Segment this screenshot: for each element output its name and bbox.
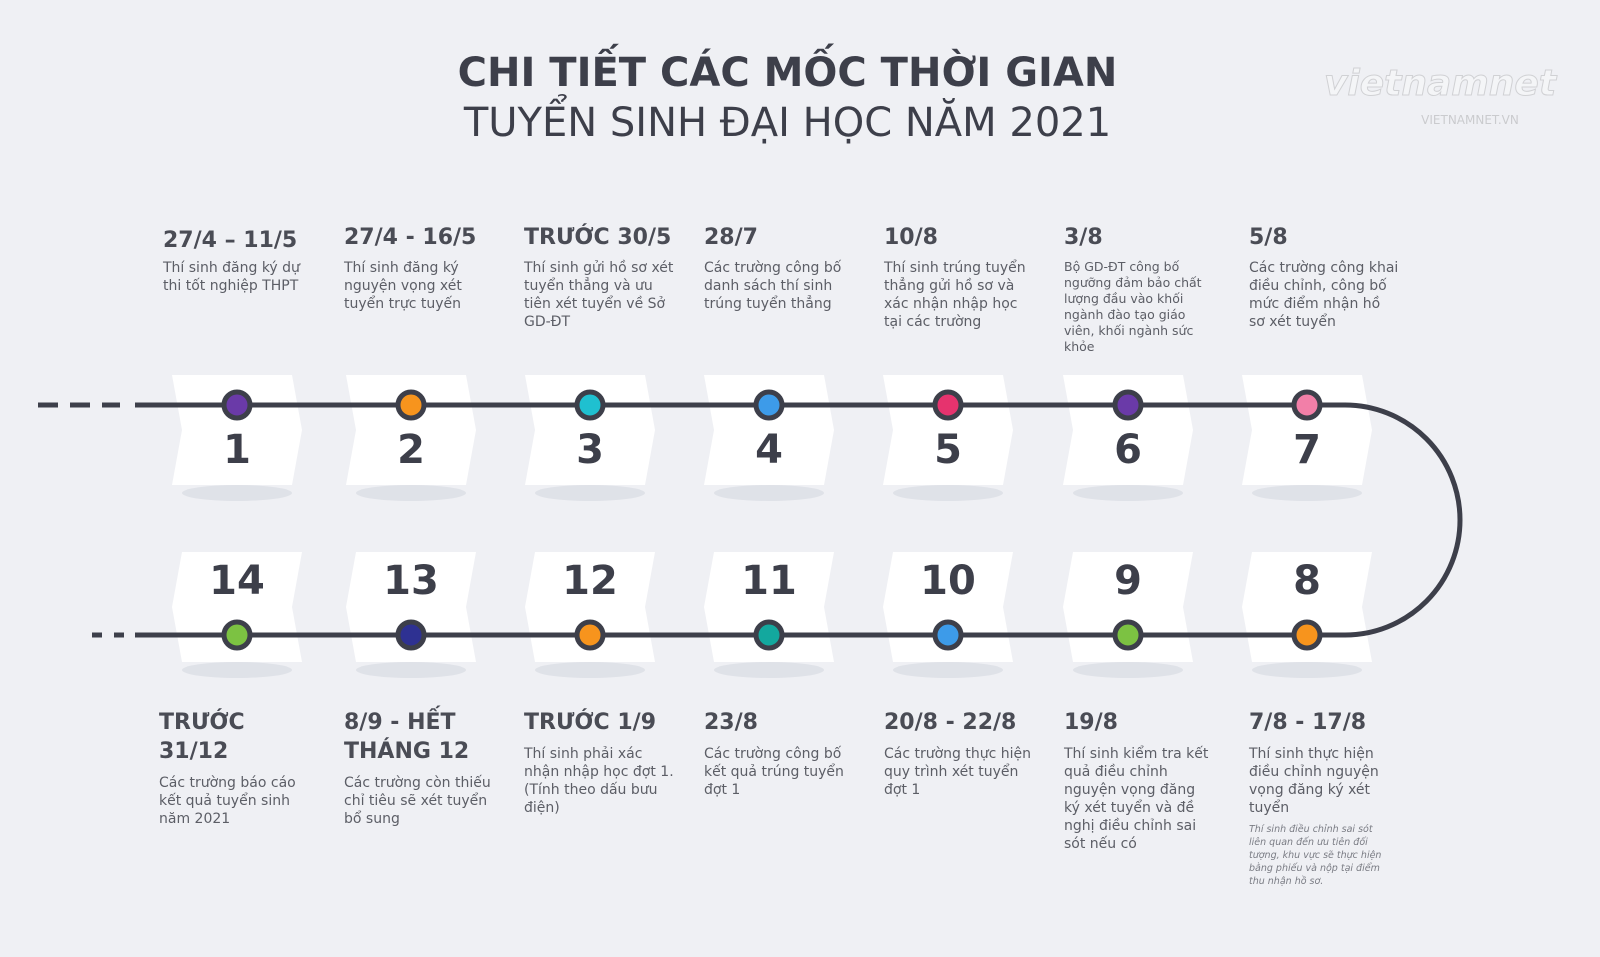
milestone-number: 13 [383, 558, 439, 604]
card-shadow [356, 485, 466, 501]
card-shadow [1073, 662, 1183, 678]
milestone-description: Thí sinh trúng tuyển thẳng gửi hồ sơ và … [884, 260, 1026, 330]
milestone-date: TRƯỚC 30/5 [524, 225, 672, 250]
milestone-note: Thí sinh điều chỉnh sai sót liên quan đế… [1249, 824, 1382, 887]
milestone-dot [574, 619, 606, 651]
milestone-number: 6 [1114, 427, 1142, 473]
milestone-description: Thí sinh phải xác nhận nhập học đợt 1. (… [524, 746, 674, 816]
milestone-number: 12 [562, 558, 618, 604]
milestone-number: 10 [920, 558, 976, 604]
card-shadow [535, 485, 645, 501]
milestone-number: 4 [755, 427, 783, 473]
card-shadow [714, 485, 824, 501]
milestone-description: Các trường báo cáo kết quả tuyển sinh nă… [159, 775, 296, 827]
milestone-number: 1 [223, 427, 251, 473]
milestone-dot [395, 619, 427, 651]
milestone-number: 5 [934, 427, 962, 473]
milestone-dot [574, 389, 606, 421]
milestone-dot [1112, 389, 1144, 421]
milestone-date: 27/4 - 16/5 [344, 225, 477, 250]
card-shadow [535, 662, 645, 678]
milestone-date: TRƯỚC 31/12 [159, 710, 245, 764]
milestone-number: 14 [209, 558, 265, 604]
logo-site: VIETNAMNET.VN [1421, 113, 1519, 127]
milestone-date: 7/8 - 17/8 [1249, 710, 1367, 735]
milestone-date: 10/8 [884, 225, 938, 250]
card-shadow [893, 662, 1003, 678]
milestone-description: Thí sinh đăng ký dự thi tốt nghiệp THPT [163, 260, 300, 294]
milestone-description: Các trường công bố danh sách thí sinh tr… [704, 260, 842, 312]
card-shadow [893, 485, 1003, 501]
milestone-number: 7 [1293, 427, 1321, 473]
card-shadow [714, 662, 824, 678]
milestone-description: Thí sinh đăng ký nguyện vọng xét tuyển t… [344, 260, 462, 312]
title: CHI TIẾT CÁC MỐC THỜI GIAN [457, 50, 1118, 96]
card-shadow [1073, 485, 1183, 501]
milestone-dot [1112, 619, 1144, 651]
milestone-date: TRƯỚC 1/9 [524, 710, 656, 735]
card-shadow [1252, 662, 1362, 678]
milestone-number: 8 [1293, 558, 1321, 604]
milestone-dot [1291, 389, 1323, 421]
milestone-dot [753, 389, 785, 421]
milestone-dot [1291, 619, 1323, 651]
milestone-dot [753, 619, 785, 651]
milestone-dot [932, 389, 964, 421]
milestone-description: Các trường công bố kết quả trúng tuyển đ… [704, 746, 844, 798]
subtitle: TUYỂN SINH ĐẠI HỌC NĂM 2021 [463, 100, 1112, 146]
card-shadow [1252, 485, 1362, 501]
milestone-date: 8/9 - HẾT THÁNG 12 [344, 710, 470, 764]
milestone-description: Các trường còn thiếu chỉ tiêu sẽ xét tuy… [344, 775, 491, 827]
milestone-description: Các trường thực hiện quy trình xét tuyển… [884, 746, 1032, 798]
logo-name: vietnamnet [1324, 63, 1558, 104]
milestone-date: 5/8 [1249, 225, 1288, 250]
card-shadow [356, 662, 466, 678]
milestone-description: Bộ GD-ĐT công bố ngưỡng đảm bảo chất lượ… [1064, 259, 1202, 354]
milestone-description: Thí sinh gửi hồ sơ xét tuyển thẳng và ưu… [524, 260, 674, 330]
milestone-dot [932, 619, 964, 651]
milestone-number: 9 [1114, 558, 1142, 604]
milestone-dot [221, 389, 253, 421]
milestone-description: Các trường công khai điều chỉnh, công bố… [1249, 260, 1399, 330]
card-shadow [182, 662, 292, 678]
milestone-date: 20/8 - 22/8 [884, 710, 1017, 735]
card-shadow [182, 485, 292, 501]
milestone-date: 23/8 [704, 710, 758, 735]
logo: vietnamnet VIETNAMNET.VN [1323, 63, 1558, 128]
milestone-date: 3/8 [1064, 225, 1103, 250]
milestone-description: Thí sinh kiểm tra kết quả điều chỉnh ngu… [1064, 746, 1209, 852]
milestone-number: 2 [397, 427, 425, 473]
milestone-dot [221, 619, 253, 651]
milestone-date: 28/7 [704, 225, 758, 250]
milestone-number: 3 [576, 427, 604, 473]
milestone-date: 19/8 [1064, 710, 1118, 735]
timeline-line [135, 402, 1463, 638]
milestone-dot [395, 389, 427, 421]
milestone-date: 27/4 – 11/5 [163, 228, 298, 253]
milestone-description: Thí sinh thực hiện điều chỉnh nguyện vọn… [1249, 746, 1379, 816]
milestone-number: 11 [741, 558, 797, 604]
